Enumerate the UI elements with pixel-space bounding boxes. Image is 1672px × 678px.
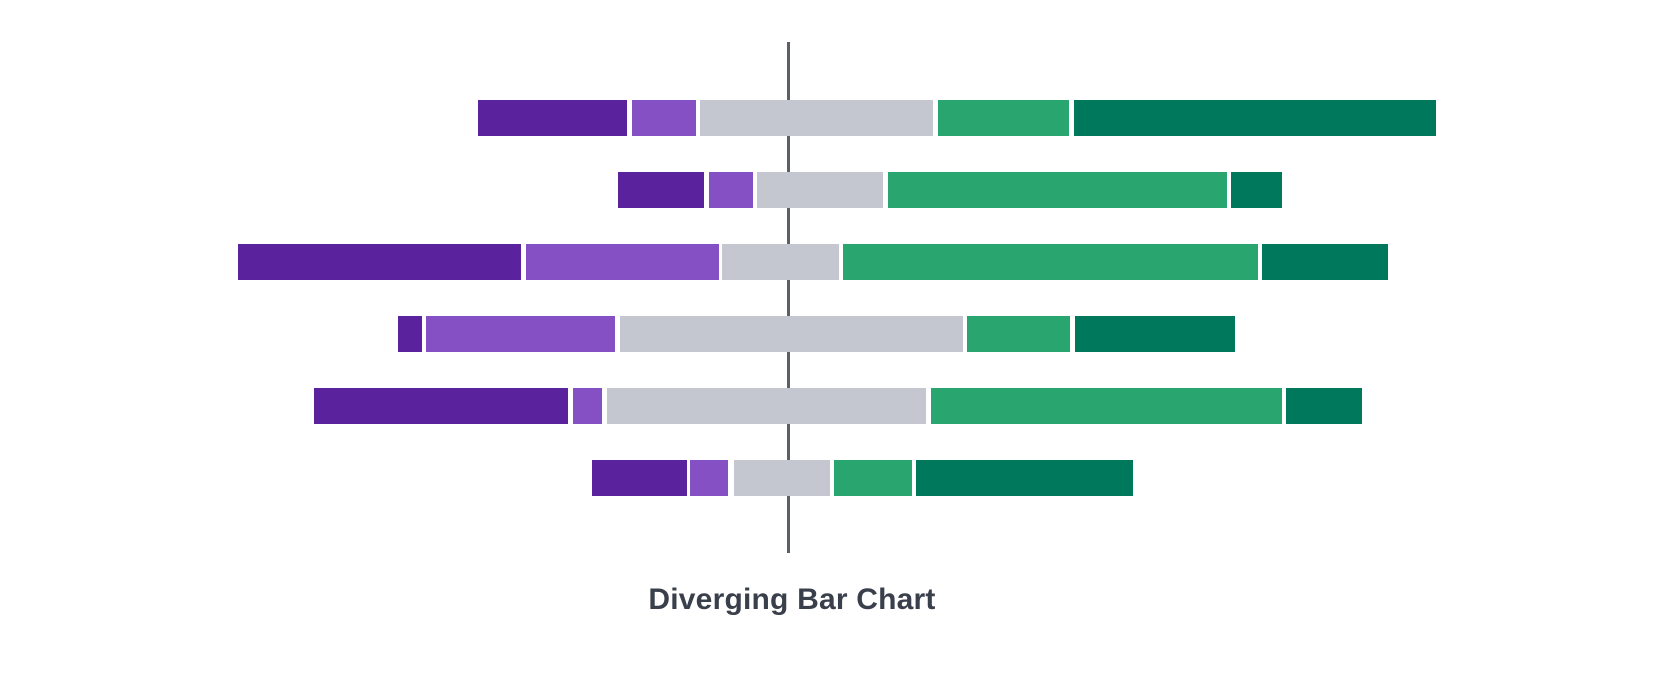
- bar-segment-light-purple: [632, 100, 696, 136]
- center-axis-line: [787, 42, 790, 553]
- bar-segment-light-purple: [573, 388, 602, 424]
- chart-title: Diverging Bar Chart: [648, 583, 936, 616]
- bar-segment-dark-green: [1074, 100, 1436, 136]
- bar-segment-green: [938, 100, 1069, 136]
- bar-segment-dark-green: [916, 460, 1133, 496]
- bar-segment-green: [843, 244, 1258, 280]
- bar-segment-dark-purple: [314, 388, 568, 424]
- bar-segment-neutral-gray: [734, 460, 830, 496]
- bar-segment-green: [834, 460, 912, 496]
- bar-segment-dark-green: [1262, 244, 1388, 280]
- bar-segment-dark-green: [1231, 172, 1282, 208]
- bar-segment-green: [888, 172, 1227, 208]
- bar-segment-green: [967, 316, 1070, 352]
- bar-segment-dark-purple: [238, 244, 521, 280]
- bar-segment-neutral-gray: [607, 388, 926, 424]
- bar-segment-dark-purple: [398, 316, 422, 352]
- bar-segment-light-purple: [690, 460, 728, 496]
- bar-segment-dark-purple: [592, 460, 687, 496]
- bar-segment-dark-purple: [618, 172, 704, 208]
- bar-segment-light-purple: [709, 172, 753, 208]
- bar-segment-dark-green: [1075, 316, 1235, 352]
- bar-segment-dark-purple: [478, 100, 627, 136]
- bar-segment-light-purple: [526, 244, 719, 280]
- bar-segment-neutral-gray: [620, 316, 963, 352]
- bar-segment-neutral-gray: [757, 172, 883, 208]
- bar-segment-light-purple: [426, 316, 615, 352]
- bar-segment-green: [931, 388, 1282, 424]
- bar-segment-neutral-gray: [700, 100, 933, 136]
- bar-segment-dark-green: [1286, 388, 1362, 424]
- bar-segment-neutral-gray: [722, 244, 839, 280]
